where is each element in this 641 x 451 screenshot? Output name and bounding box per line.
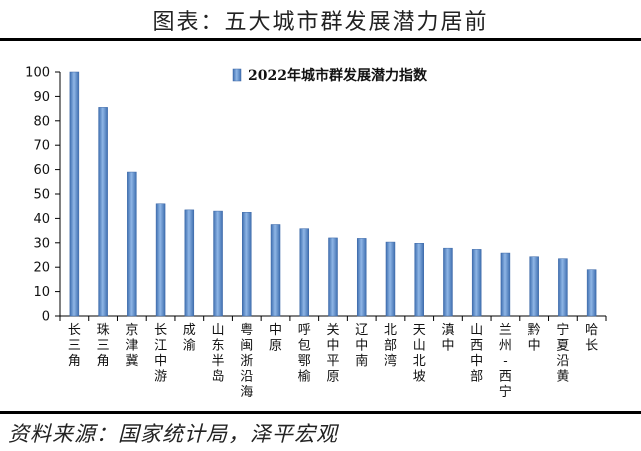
x-category-label: 辽中南	[355, 323, 368, 369]
x-category-label: 长江中游	[154, 323, 167, 385]
page-title: 图表：五大城市群发展潜力居前	[152, 10, 489, 35]
x-category-label: 中原	[269, 323, 282, 354]
x-category-label: 珠三角	[97, 323, 110, 369]
x-category-label: 山东半岛	[212, 323, 225, 385]
y-tick-label: 100	[25, 66, 50, 81]
footer-divider	[0, 411, 641, 414]
y-tick-label: 90	[33, 90, 50, 105]
bar	[586, 269, 597, 317]
bar	[155, 203, 166, 317]
bar	[414, 243, 424, 317]
bar	[500, 252, 511, 317]
legend-label: 2022年城市群发展潜力指数	[248, 67, 428, 84]
x-category-label: 滇中	[441, 323, 454, 354]
bar	[242, 212, 252, 317]
bar	[529, 256, 539, 317]
x-category-label: 天山北坡	[413, 323, 426, 385]
source-note: 资料来源：国家统计局，泽平宏观	[8, 422, 338, 446]
x-category-label: 黔中	[528, 323, 541, 354]
bar	[299, 228, 310, 317]
y-tick-label: 30	[33, 236, 50, 251]
y-tick-label: 60	[33, 163, 50, 178]
x-category-label: 哈长	[585, 323, 598, 354]
bar	[69, 71, 80, 317]
y-tick-label: 70	[33, 139, 50, 154]
x-category-label: 宁夏沿黄	[556, 322, 569, 385]
x-category-label: 兰州-西宁	[499, 323, 512, 400]
bar	[184, 209, 195, 317]
bar	[356, 238, 367, 317]
bar	[98, 107, 108, 317]
y-tick-label: 40	[33, 212, 50, 227]
x-category-label: 山西中部	[470, 323, 483, 385]
y-tick-label: 80	[33, 114, 50, 129]
title-divider	[0, 38, 641, 41]
x-category-label: 北部湾	[384, 323, 397, 369]
bar	[127, 171, 137, 317]
x-category-label: 关中平原	[326, 323, 339, 385]
x-category-label: 粤闽浙沿海	[240, 322, 253, 400]
y-tick-label: 20	[33, 261, 50, 276]
y-tick-label: 10	[33, 285, 50, 300]
x-category-label: 京津冀	[125, 323, 138, 369]
bar	[385, 241, 396, 317]
bar	[213, 210, 223, 317]
x-category-label: 呼包鄂榆	[298, 323, 311, 385]
bar	[443, 247, 453, 317]
bar	[471, 249, 482, 317]
legend-swatch	[232, 68, 242, 82]
y-tick-label: 0	[42, 310, 50, 325]
y-tick-label: 50	[33, 188, 50, 203]
x-category-label: 成渝	[183, 323, 196, 354]
bar	[328, 237, 338, 317]
bar	[270, 224, 281, 317]
x-category-label: 长三角	[68, 323, 81, 369]
bar	[558, 258, 568, 317]
